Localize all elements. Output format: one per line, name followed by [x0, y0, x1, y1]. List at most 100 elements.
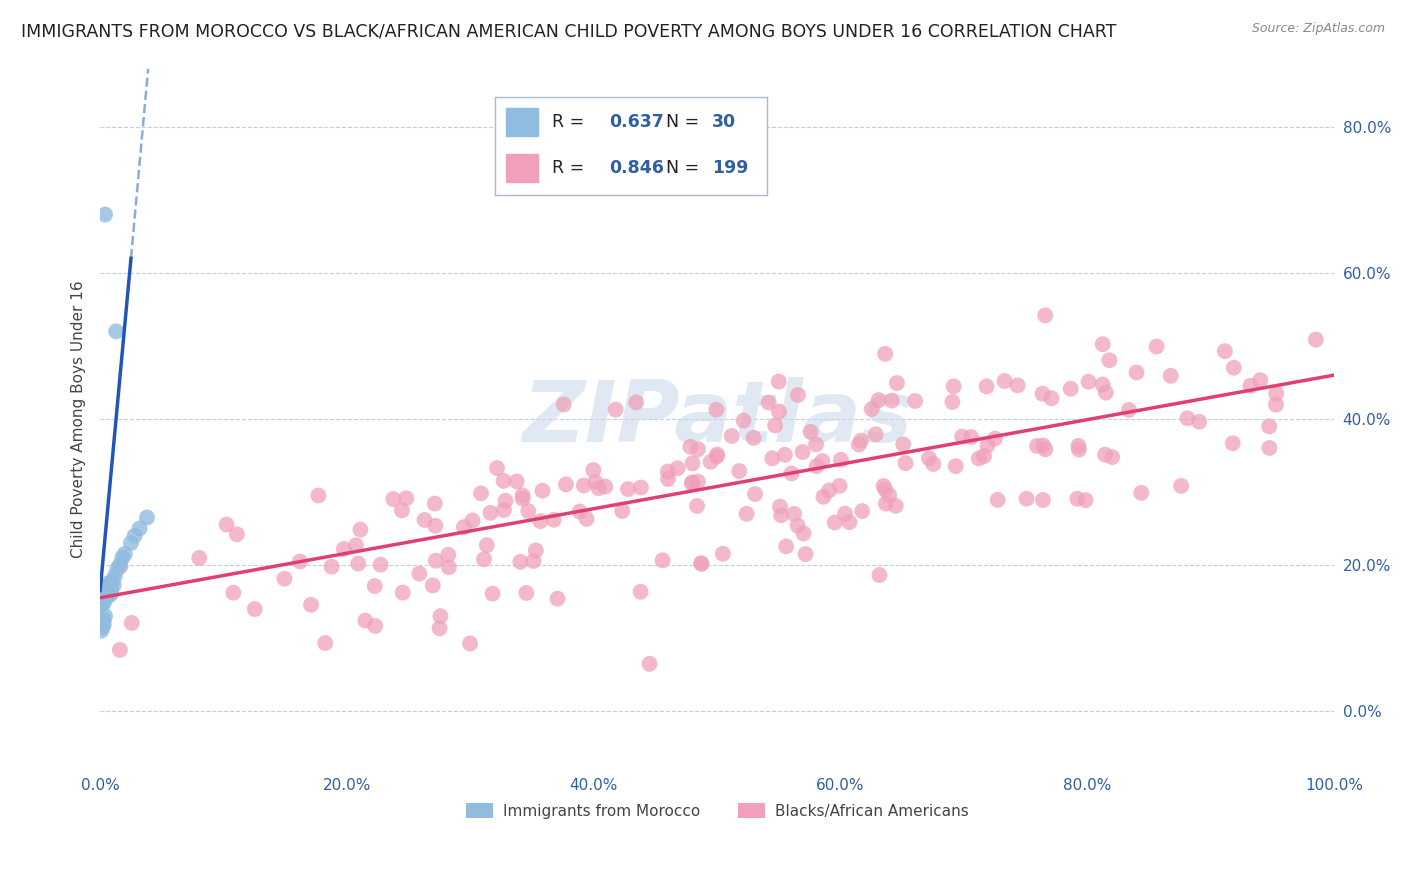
Point	[93, 591, 115, 605]
Point	[395, 491, 418, 506]
Point	[1188, 415, 1211, 429]
Point	[1305, 333, 1327, 347]
Point	[1095, 385, 1118, 400]
Point	[413, 513, 436, 527]
Point	[299, 598, 322, 612]
Point	[1098, 353, 1121, 368]
Point	[783, 507, 806, 521]
Point	[90, 624, 112, 638]
Point	[105, 324, 128, 338]
Point	[370, 558, 392, 572]
Point	[321, 559, 343, 574]
Point	[834, 507, 856, 521]
Point	[583, 475, 606, 489]
Point	[830, 453, 852, 467]
Point	[94, 585, 117, 599]
Point	[461, 513, 484, 527]
Point	[479, 506, 502, 520]
Point	[786, 518, 808, 533]
Point	[1130, 486, 1153, 500]
Point	[543, 513, 565, 527]
Point	[96, 587, 118, 601]
Point	[100, 585, 122, 599]
Point	[1177, 411, 1199, 425]
Point	[1160, 368, 1182, 383]
Point	[877, 488, 900, 502]
Point	[1091, 337, 1114, 351]
Point	[93, 617, 115, 632]
Point	[429, 621, 451, 635]
Point	[485, 461, 508, 475]
Point	[347, 557, 370, 571]
Point	[100, 588, 122, 602]
Point	[984, 432, 1007, 446]
Point	[595, 480, 617, 494]
Point	[605, 402, 627, 417]
Point	[1067, 439, 1090, 453]
Point	[1077, 375, 1099, 389]
Y-axis label: Child Poverty Among Boys Under 16: Child Poverty Among Boys Under 16	[72, 280, 86, 558]
Point	[517, 504, 540, 518]
Point	[91, 616, 114, 631]
Point	[425, 554, 447, 568]
Point	[945, 459, 967, 474]
Point	[111, 550, 134, 565]
Point	[1074, 493, 1097, 508]
Point	[742, 431, 765, 445]
Point	[382, 492, 405, 507]
Point	[976, 438, 998, 452]
Point	[97, 576, 120, 591]
Text: ZIPatlas: ZIPatlas	[522, 377, 912, 460]
Point	[547, 591, 569, 606]
Point	[848, 437, 870, 451]
Point	[364, 619, 387, 633]
Point	[1258, 419, 1281, 434]
Point	[512, 488, 534, 502]
Point	[860, 402, 883, 417]
Legend: Immigrants from Morocco, Blacks/African Americans: Immigrants from Morocco, Blacks/African …	[460, 797, 974, 825]
Point	[391, 585, 413, 599]
Point	[630, 584, 652, 599]
Point	[681, 476, 703, 491]
Point	[686, 475, 709, 489]
Point	[679, 440, 702, 454]
Point	[1239, 378, 1261, 392]
Point	[429, 609, 451, 624]
Point	[90, 591, 112, 605]
Point	[453, 520, 475, 534]
Point	[215, 517, 238, 532]
Point	[1118, 403, 1140, 417]
Text: Source: ZipAtlas.com: Source: ZipAtlas.com	[1251, 22, 1385, 36]
Point	[1032, 493, 1054, 508]
Point	[1258, 441, 1281, 455]
Point	[515, 586, 537, 600]
Point	[225, 527, 247, 541]
Point	[806, 459, 828, 474]
Point	[96, 591, 118, 605]
Point	[582, 463, 605, 477]
Point	[1146, 339, 1168, 353]
Point	[942, 379, 965, 393]
Point	[706, 450, 728, 464]
Point	[120, 536, 142, 550]
Point	[761, 451, 783, 466]
Point	[108, 558, 131, 572]
Point	[690, 557, 713, 571]
Point	[960, 430, 983, 444]
Point	[1125, 366, 1147, 380]
Point	[1060, 382, 1083, 396]
Point	[875, 497, 897, 511]
Point	[612, 504, 634, 518]
Point	[666, 461, 689, 475]
Point	[94, 207, 117, 221]
Point	[657, 465, 679, 479]
Point	[875, 347, 897, 361]
Point	[967, 451, 990, 466]
Point	[1265, 398, 1288, 412]
Point	[744, 487, 766, 501]
Point	[973, 449, 995, 463]
Point	[869, 568, 891, 582]
Point	[706, 448, 728, 462]
Point	[987, 492, 1010, 507]
Point	[575, 512, 598, 526]
